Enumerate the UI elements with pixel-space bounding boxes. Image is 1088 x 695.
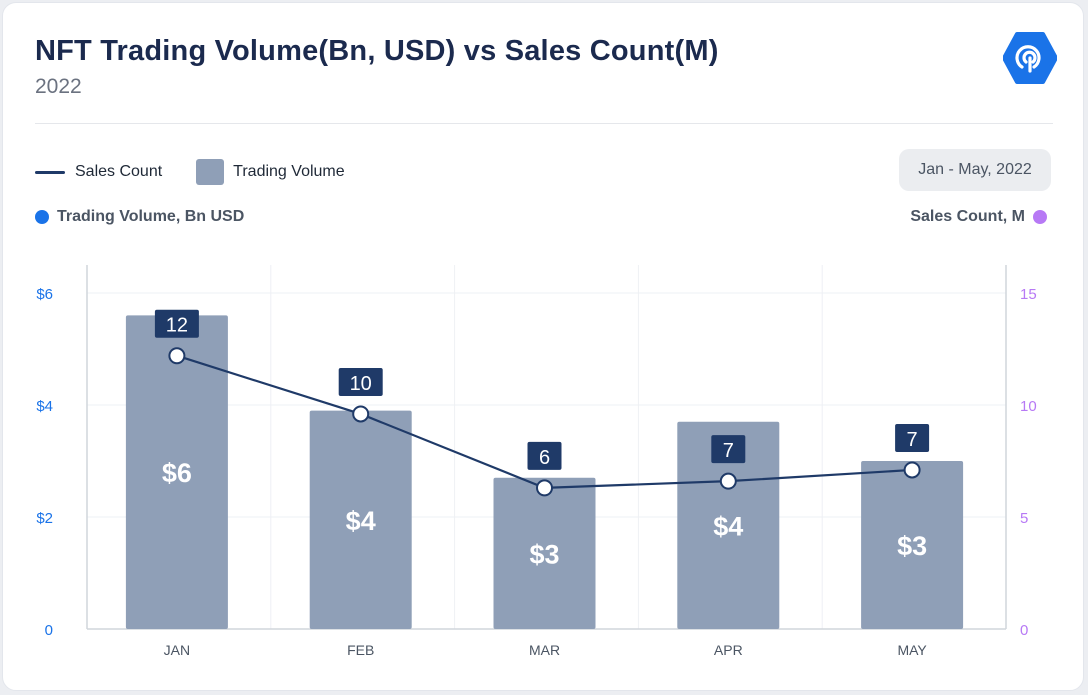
dappradar-logo-icon [1003, 32, 1057, 84]
x-tick-label: JAN [164, 642, 190, 658]
sales-count-point [536, 479, 553, 497]
right-axis-dot [1033, 210, 1047, 224]
legend-line-marker [35, 170, 65, 174]
sales-count-label-box [711, 435, 746, 464]
y-right-tick-label: 0 [1020, 622, 1028, 639]
combo-chart: 0 $2 $4 $6 0 5 10 15 $6 $4 $3 $4 $3 JAN FEB MAR APR MAY 12… [36, 265, 1037, 658]
left-axis-dot [35, 210, 49, 224]
sales-count-label-box [527, 441, 562, 470]
legend-trading-volume-label: Trading Volume [233, 163, 345, 180]
volume-bar-label: $3 [897, 531, 927, 561]
sales-count-point [168, 347, 186, 365]
y-left-tick-label: $2 [36, 510, 53, 527]
left-axis-title: Trading Volume, Bn USD [35, 208, 244, 226]
y-left-tick-label: 0 [45, 622, 53, 639]
x-tick-label: FEB [347, 642, 374, 658]
legend-bar-swatch [196, 159, 225, 185]
volume-bar-label: $6 [162, 458, 192, 488]
right-axis-title-text: Sales Count, M [910, 208, 1025, 225]
volume-bar [861, 461, 964, 629]
y-left-tick-label: $4 [36, 398, 53, 415]
sales-count-label: 7 [907, 429, 918, 451]
volume-bar [309, 410, 412, 629]
sales-count-label-box [338, 367, 383, 396]
chart-title: NFT Trading Volume(Bn, USD) vs Sales Cou… [35, 35, 719, 67]
sales-count-point [352, 405, 370, 423]
y-right-tick-label: 10 [1020, 398, 1037, 415]
volume-bar [125, 315, 228, 629]
volume-bar [493, 477, 596, 629]
sales-count-label: 6 [539, 447, 550, 469]
sales-count-label: 10 [350, 373, 372, 395]
header-divider [35, 123, 1053, 124]
right-axis-title: Sales Count, M [910, 208, 1047, 226]
volume-bar-label: $3 [529, 539, 559, 569]
y-right-tick-label: 15 [1020, 286, 1037, 303]
date-range-button[interactable]: Jan - May, 2022 [899, 149, 1051, 191]
chart-subtitle: 2022 [35, 75, 82, 98]
volume-bar-label: $4 [346, 506, 376, 536]
left-axis-title-text: Trading Volume, Bn USD [57, 208, 245, 225]
sales-count-label: 7 [723, 440, 734, 462]
x-tick-label: MAR [529, 642, 560, 658]
legend-sales-count-label: Sales Count [75, 163, 163, 180]
sales-count-label-box [895, 423, 930, 452]
sales-count-point [903, 461, 921, 479]
volume-bar-label: $4 [713, 511, 743, 541]
x-tick-label: APR [714, 642, 743, 658]
sales-count-label-box [154, 309, 199, 338]
sales-count-label: 12 [166, 315, 188, 337]
sales-count-point [719, 472, 737, 490]
volume-bar [677, 421, 780, 629]
y-right-tick-label: 5 [1020, 510, 1028, 527]
x-tick-label: MAY [897, 642, 927, 658]
y-left-tick-label: $6 [36, 286, 53, 303]
legend: Sales Count Trading Volume [35, 159, 345, 185]
